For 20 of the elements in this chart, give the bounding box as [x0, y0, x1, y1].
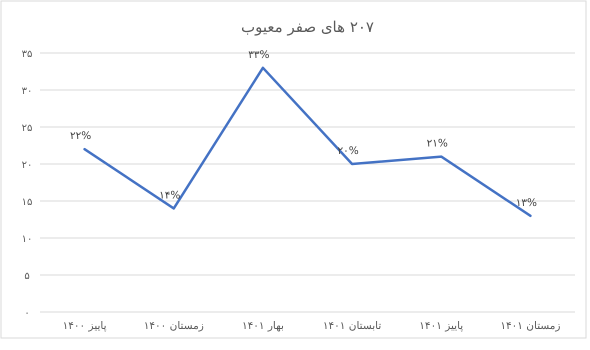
x-tick-label: پاییز ۱۴۰۱ — [419, 320, 464, 332]
y-tick-label: ۰ — [24, 308, 30, 319]
chart-title: ۲۰۷ های صفر معیوب — [241, 18, 374, 36]
y-tick-label: ۳۵ — [22, 49, 32, 60]
data-label: ۲۱% — [426, 138, 448, 150]
data-label: ۳۳% — [248, 48, 270, 61]
x-tick-label: بهار ۱۴۰۱ — [242, 320, 284, 332]
x-tick-label: تابستان ۱۴۰۱ — [322, 320, 382, 332]
y-tick-label: ۳۰ — [22, 86, 32, 97]
y-tick-label: ۱۵ — [22, 197, 32, 208]
data-label: ۲۲% — [70, 130, 92, 142]
x-tick-label: پاییز ۱۴۰۰ — [62, 320, 107, 332]
x-tick-label: زمستان ۱۴۰۱ — [500, 320, 560, 332]
y-tick-label: ۵ — [24, 271, 30, 282]
y-tick-label: ۱۰ — [22, 234, 32, 245]
y-tick-label: ۲۰ — [22, 160, 32, 171]
y-tick-label: ۲۵ — [22, 123, 32, 134]
x-tick-label: زمستان ۱۴۰۰ — [144, 320, 204, 332]
data-label: ۱۳% — [516, 196, 538, 209]
data-label: ۱۴% — [159, 189, 180, 202]
